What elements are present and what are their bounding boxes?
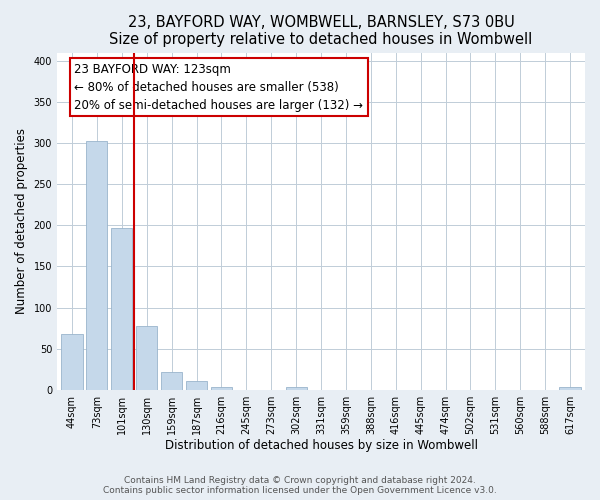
Text: Contains HM Land Registry data © Crown copyright and database right 2024.
Contai: Contains HM Land Registry data © Crown c… [103,476,497,495]
Bar [86,140,107,390]
Bar [559,387,581,390]
X-axis label: Distribution of detached houses by size in Wombwell: Distribution of detached houses by size … [164,440,478,452]
Bar [286,387,307,390]
Bar [136,326,157,390]
Bar [211,387,232,390]
Bar [61,334,83,390]
Text: 23 BAYFORD WAY: 123sqm
← 80% of detached houses are smaller (538)
20% of semi-de: 23 BAYFORD WAY: 123sqm ← 80% of detached… [74,62,364,112]
Bar [111,228,133,390]
Bar [186,382,207,390]
Y-axis label: Number of detached properties: Number of detached properties [15,128,28,314]
Bar [161,372,182,390]
Title: 23, BAYFORD WAY, WOMBWELL, BARNSLEY, S73 0BU
Size of property relative to detach: 23, BAYFORD WAY, WOMBWELL, BARNSLEY, S73… [109,15,533,48]
